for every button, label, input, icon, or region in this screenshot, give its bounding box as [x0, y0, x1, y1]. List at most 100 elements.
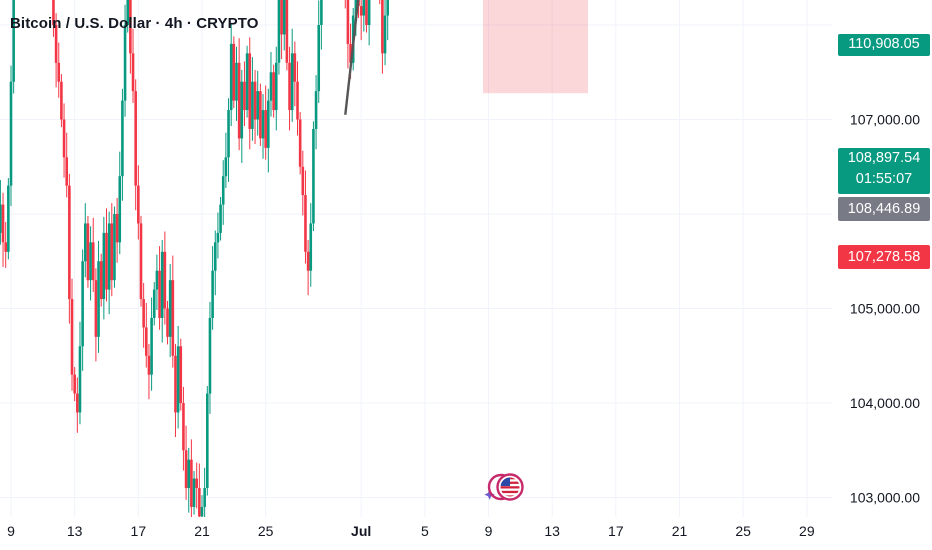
candle-body — [253, 81, 257, 120]
candle — [253, 69, 257, 145]
entry-price-label: 108,446.89 — [847, 201, 921, 217]
candle — [190, 439, 193, 524]
candle-body — [168, 280, 172, 337]
candle-body — [224, 157, 228, 177]
candle-body — [123, 25, 127, 101]
candle-body — [304, 195, 307, 252]
candle-body — [52, 0, 55, 25]
x-tick-label: 21 — [194, 523, 210, 539]
candle-body — [12, 0, 15, 82]
candle-body — [99, 261, 103, 300]
candle — [94, 268, 98, 362]
candle — [211, 246, 214, 330]
candle — [121, 88, 124, 201]
candle-body — [4, 242, 7, 252]
candle — [134, 79, 137, 211]
candle-body — [166, 308, 169, 337]
candle — [68, 173, 71, 324]
candle-body — [65, 157, 69, 186]
candle — [367, 0, 371, 46]
candle — [105, 208, 108, 302]
candle — [62, 103, 66, 178]
candle — [176, 325, 180, 429]
y-tick-label: 103,000.00 — [850, 490, 920, 506]
current-price-label: 108,897.54 — [847, 150, 921, 166]
bar-countdown-label: 01:55:07 — [855, 171, 913, 187]
x-tick-label: 17 — [131, 523, 147, 539]
candle-body — [320, 0, 323, 26]
candle — [163, 231, 167, 325]
candle-body — [349, 43, 352, 63]
candle — [237, 38, 241, 151]
candle — [296, 61, 299, 136]
candle-body — [237, 62, 241, 139]
candle-body — [139, 223, 143, 300]
candle-body — [160, 251, 164, 318]
x-tick-label: 29 — [799, 523, 815, 539]
candle — [81, 249, 84, 371]
candle-body — [208, 317, 212, 394]
candle — [306, 239, 310, 296]
price-axis — [834, 0, 932, 550]
candle — [97, 240, 100, 353]
candle — [131, 28, 135, 103]
candle-body — [206, 393, 209, 489]
candle — [166, 300, 169, 345]
candle — [179, 338, 183, 411]
candle-body — [142, 299, 145, 328]
x-tick-label: 13 — [544, 523, 560, 539]
candle-body — [129, 0, 132, 54]
candles — [0, 0, 390, 541]
candle-body — [107, 223, 111, 290]
candle — [264, 85, 267, 160]
candle — [272, 64, 275, 118]
candle-body — [251, 81, 254, 129]
candle — [216, 212, 220, 259]
candle — [174, 343, 177, 438]
candle-body — [211, 270, 214, 318]
candle-body — [158, 270, 161, 318]
candle-body — [0, 204, 2, 233]
candle-body — [301, 166, 305, 196]
candle — [362, 0, 366, 32]
candle — [171, 255, 175, 368]
candle-body — [113, 214, 116, 281]
candle — [314, 75, 318, 150]
candle-body — [227, 110, 230, 158]
candle-body — [219, 204, 222, 233]
candle-body — [240, 81, 244, 139]
candle-body — [94, 280, 98, 337]
candle-body — [293, 53, 297, 82]
candle — [7, 178, 10, 260]
candle — [203, 467, 206, 524]
candle — [139, 215, 143, 307]
candle — [304, 170, 307, 264]
candle-body — [150, 317, 153, 375]
x-tick-label: 13 — [67, 523, 83, 539]
candle — [282, 0, 286, 51]
candle — [144, 302, 148, 368]
candle-body — [285, 0, 289, 63]
candle-body — [259, 91, 262, 139]
candle — [229, 23, 233, 127]
candle — [298, 111, 302, 175]
candle-body — [60, 81, 63, 120]
x-tick-label: 21 — [672, 523, 688, 539]
x-tick-label: 5 — [421, 523, 429, 539]
candle-body — [365, 0, 368, 26]
candle-body — [89, 242, 92, 281]
candle-body — [155, 270, 159, 290]
candle — [240, 69, 244, 163]
candle — [12, 0, 15, 94]
candle — [142, 282, 145, 348]
candle — [267, 88, 270, 173]
candle — [65, 132, 69, 198]
candle-body — [381, 0, 384, 54]
candle — [386, 0, 390, 41]
candle — [129, 0, 132, 74]
candle-body — [179, 346, 183, 403]
candle — [365, 0, 368, 33]
candle — [113, 206, 116, 288]
